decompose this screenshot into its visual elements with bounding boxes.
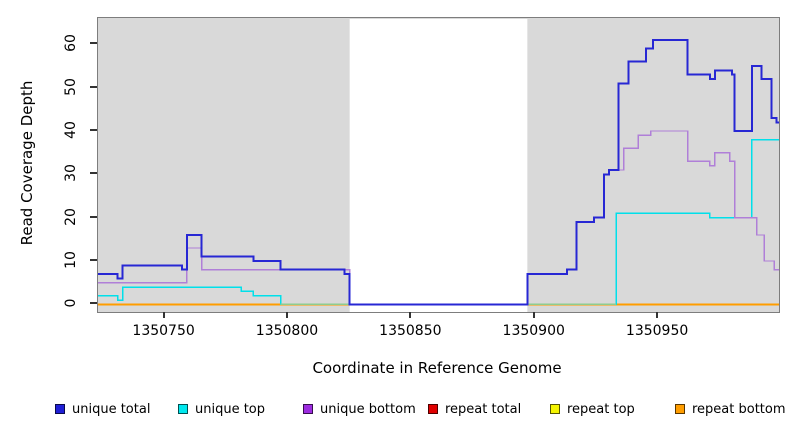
y-tick-label: 20	[63, 207, 79, 226]
legend-label: unique top	[195, 402, 266, 417]
y-tick-mark	[90, 258, 97, 261]
y-tick-mark	[90, 215, 97, 218]
x-tick-label: 1350850	[379, 323, 442, 339]
legend-swatch-unique-top	[178, 404, 188, 414]
legend-label: repeat total	[445, 402, 522, 417]
no-coverage-band	[349, 19, 528, 312]
x-tick-mark	[162, 312, 165, 318]
x-tick-label: 1350900	[502, 323, 565, 339]
legend-label: unique bottom	[320, 402, 416, 417]
series-unique-top-line	[98, 138, 779, 306]
y-tick-label: 0	[63, 298, 79, 308]
x-tick-label: 1350950	[625, 323, 689, 339]
x-tick-label: 1350750	[132, 323, 195, 339]
y-tick-label: 60	[63, 34, 79, 53]
y-tick-mark	[90, 302, 97, 305]
y-tick-mark	[90, 42, 97, 45]
chart-canvas	[98, 19, 779, 312]
y-tick-mark	[90, 172, 97, 175]
y-axis-title: Read Coverage Depth	[18, 80, 36, 246]
plot-area	[97, 17, 780, 313]
x-tick-mark	[409, 312, 412, 318]
legend-label: unique total	[72, 402, 151, 417]
x-tick-mark	[656, 312, 659, 318]
x-tick-label: 1350800	[255, 323, 319, 339]
y-tick-mark	[90, 85, 97, 88]
x-tick-mark	[285, 312, 288, 318]
legend-label: repeat bottom	[692, 402, 786, 417]
legend-swatch-unique-total	[55, 404, 65, 414]
legend-swatch-repeat-top	[550, 404, 560, 414]
legend-swatch-repeat-total	[428, 404, 438, 414]
legend-label: repeat top	[567, 402, 635, 417]
y-tick-label: 30	[63, 164, 79, 183]
y-tick-label: 10	[63, 251, 79, 269]
legend-swatch-unique-bottom	[303, 404, 313, 414]
y-tick-label: 40	[63, 121, 79, 139]
legend-swatch-repeat-bottom	[675, 404, 685, 414]
x-tick-mark	[532, 312, 535, 318]
series-unique-total-line	[98, 39, 779, 306]
x-axis-title: Coordinate in Reference Genome	[312, 359, 562, 377]
y-tick-label: 50	[63, 77, 79, 96]
y-tick-mark	[90, 128, 97, 131]
